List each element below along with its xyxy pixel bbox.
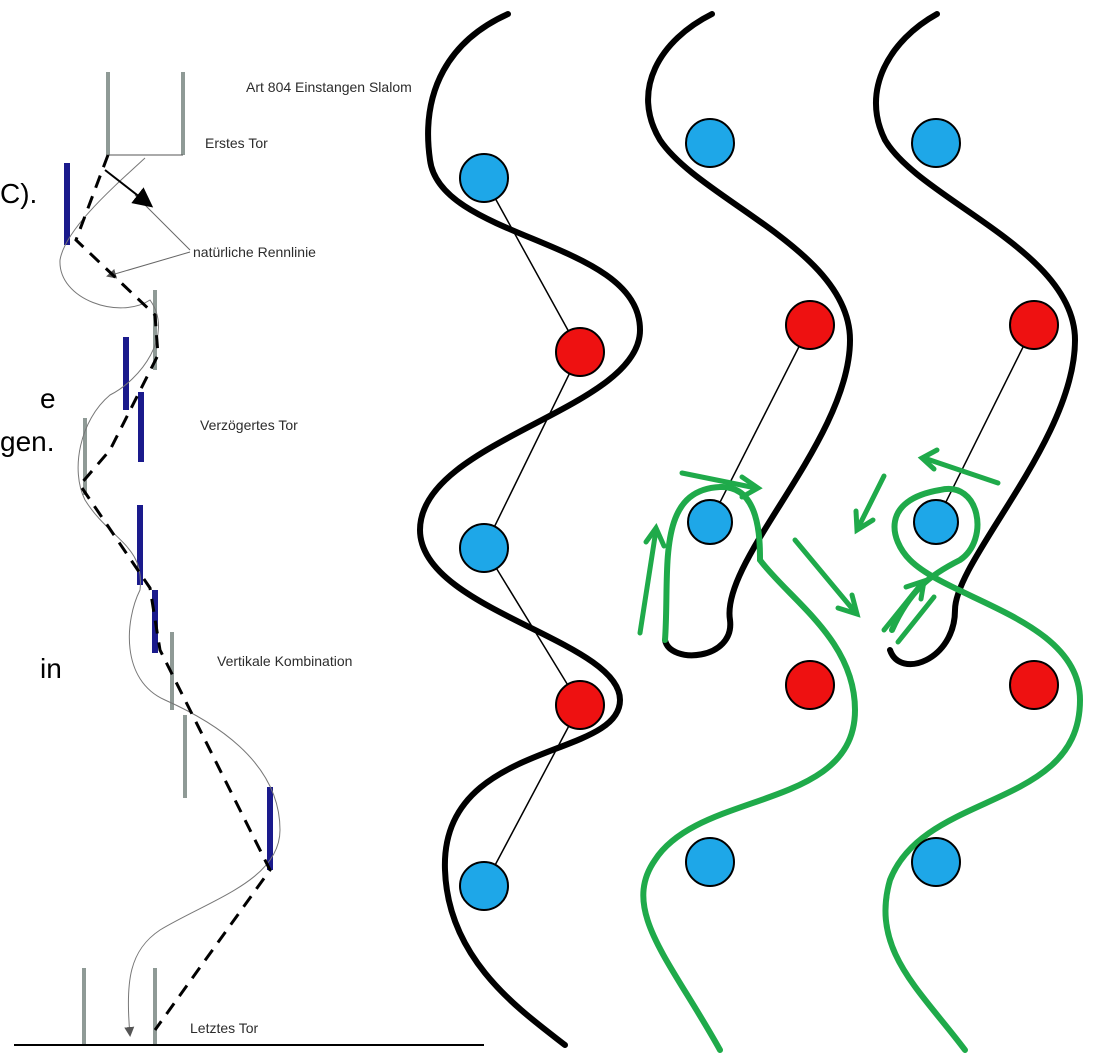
first-gate xyxy=(106,72,185,156)
green-arrows-column-3 xyxy=(853,447,1001,645)
label-natural-line: natürliche Rennlinie xyxy=(193,244,316,260)
blue-gate xyxy=(459,861,509,911)
gate-connector xyxy=(483,177,581,353)
blue-gate xyxy=(459,153,509,203)
green-correction-line-2 xyxy=(640,483,859,1053)
label-vertical-combination: Vertikale Kombination xyxy=(217,653,352,669)
green-arrows-column-2 xyxy=(637,470,861,636)
red-gate xyxy=(785,300,835,350)
black-race-line-3 xyxy=(873,11,1079,668)
gate-connector xyxy=(483,547,581,706)
red-gate xyxy=(785,660,835,710)
red-gate xyxy=(555,680,605,730)
dashed-arrow-1 xyxy=(104,169,154,208)
cropped-text-fragment-4: in xyxy=(40,653,62,684)
pointer-line-1 xyxy=(134,194,191,251)
blue-gate xyxy=(687,499,733,545)
cropped-text-fragment-2: e xyxy=(40,383,56,414)
left-slalom-course: Art 804 Einstangen Slalom Erstes Tor nat… xyxy=(14,72,484,1046)
diagram-title: Art 804 Einstangen Slalom xyxy=(246,79,412,95)
black-race-line-1 xyxy=(416,11,644,1048)
blue-gate xyxy=(911,837,961,887)
blue-gate xyxy=(913,499,959,545)
right-slalom-courses xyxy=(416,11,1084,1053)
natural-race-line xyxy=(59,157,281,1037)
blue-gate xyxy=(459,523,509,573)
blue-gate xyxy=(685,118,735,168)
label-last-gate: Letztes Tor xyxy=(190,1020,259,1036)
gate-connector xyxy=(709,324,811,523)
red-gate xyxy=(555,327,605,377)
pointer-line-2 xyxy=(106,251,191,279)
dashed-race-line xyxy=(74,154,272,1031)
cropped-text-fragment-3: gen. xyxy=(0,426,55,457)
slalom-gates xyxy=(459,118,1059,911)
green-correction-line-3 xyxy=(882,485,1084,1053)
gate-connector xyxy=(483,704,581,887)
cropped-text-fragment-1: C). xyxy=(0,178,38,209)
blue-gate xyxy=(911,118,961,168)
label-delayed-gate: Verzögertes Tor xyxy=(200,417,298,433)
gate-connector xyxy=(935,324,1035,523)
blue-gate xyxy=(685,837,735,887)
gate-connector xyxy=(483,351,581,549)
red-gate xyxy=(1009,660,1059,710)
black-race-line-2 xyxy=(645,11,854,659)
label-first-gate: Erstes Tor xyxy=(205,135,268,151)
red-gate xyxy=(1009,300,1059,350)
